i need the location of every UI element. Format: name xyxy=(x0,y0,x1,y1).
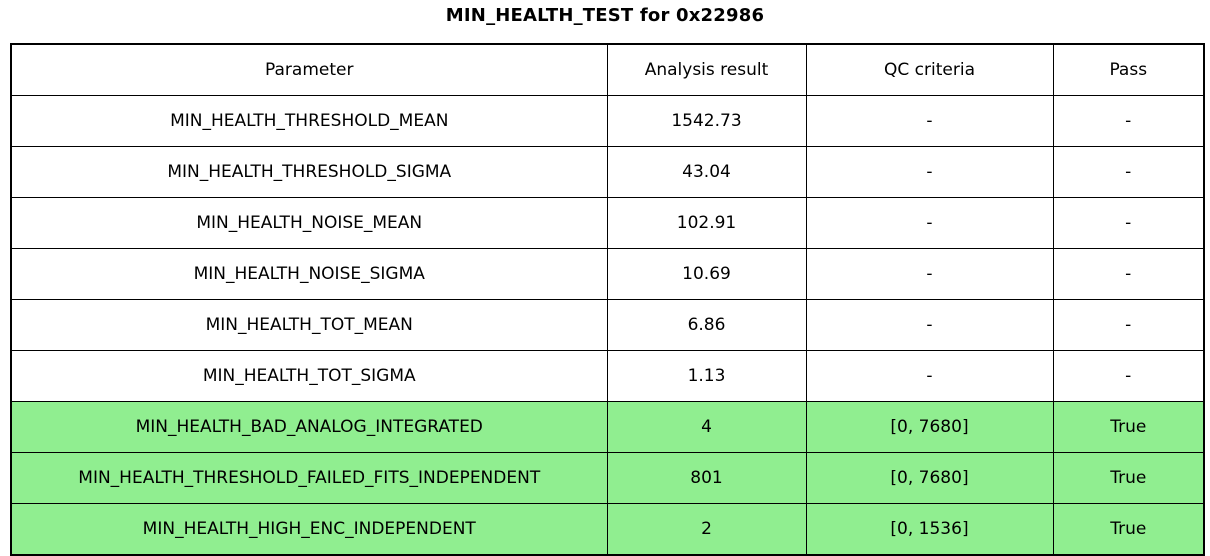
pass-cell: - xyxy=(1052,197,1205,249)
table-row: MIN_HEALTH_THRESHOLD_SIGMA 43.04 - - xyxy=(10,146,1205,198)
parameter-cell: MIN_HEALTH_NOISE_MEAN xyxy=(10,197,608,249)
figure-title: MIN_HEALTH_TEST for 0x22986 xyxy=(445,5,765,26)
qc-criteria-cell: - xyxy=(805,95,1054,147)
table-row: MIN_HEALTH_TOT_MEAN 6.86 - - xyxy=(10,299,1205,351)
column-header-analysis-result: Analysis result xyxy=(606,43,807,96)
pass-cell: True xyxy=(1052,401,1205,453)
qc-criteria-cell: - xyxy=(805,299,1054,351)
pass-cell: True xyxy=(1052,452,1205,504)
table-row: MIN_HEALTH_NOISE_MEAN 102.91 - - xyxy=(10,197,1205,249)
qc-criteria-cell: [0, 1536] xyxy=(805,503,1054,556)
pass-cell: True xyxy=(1052,503,1205,556)
qc-criteria-cell: - xyxy=(805,197,1054,249)
table-row: MIN_HEALTH_TOT_SIGMA 1.13 - - xyxy=(10,350,1205,402)
parameter-cell: MIN_HEALTH_THRESHOLD_MEAN xyxy=(10,95,608,147)
table-row-passed: MIN_HEALTH_THRESHOLD_FAILED_FITS_INDEPEN… xyxy=(10,452,1205,504)
qc-criteria-cell: - xyxy=(805,146,1054,198)
pass-cell: - xyxy=(1052,350,1205,402)
parameter-cell: MIN_HEALTH_TOT_SIGMA xyxy=(10,350,608,402)
table-row: MIN_HEALTH_NOISE_SIGMA 10.69 - - xyxy=(10,248,1205,300)
qc-criteria-cell: - xyxy=(805,350,1054,402)
table-row-passed: MIN_HEALTH_HIGH_ENC_INDEPENDENT 2 [0, 15… xyxy=(10,503,1205,556)
table-row-passed: MIN_HEALTH_BAD_ANALOG_INTEGRATED 4 [0, 7… xyxy=(10,401,1205,453)
qc-results-table: Parameter Analysis result QC criteria Pa… xyxy=(10,43,1205,556)
table-row: MIN_HEALTH_THRESHOLD_MEAN 1542.73 - - xyxy=(10,95,1205,147)
qc-criteria-cell: [0, 7680] xyxy=(805,401,1054,453)
parameter-cell: MIN_HEALTH_HIGH_ENC_INDEPENDENT xyxy=(10,503,608,556)
parameter-cell: MIN_HEALTH_TOT_MEAN xyxy=(10,299,608,351)
column-header-parameter: Parameter xyxy=(10,43,608,96)
result-cell: 801 xyxy=(606,452,807,504)
result-cell: 4 xyxy=(606,401,807,453)
qc-criteria-cell: - xyxy=(805,248,1054,300)
result-cell: 10.69 xyxy=(606,248,807,300)
column-header-pass: Pass xyxy=(1052,43,1205,96)
result-cell: 1542.73 xyxy=(606,95,807,147)
pass-cell: - xyxy=(1052,248,1205,300)
pass-cell: - xyxy=(1052,146,1205,198)
pass-cell: - xyxy=(1052,95,1205,147)
column-header-qc-criteria: QC criteria xyxy=(805,43,1054,96)
result-cell: 102.91 xyxy=(606,197,807,249)
qc-criteria-cell: [0, 7680] xyxy=(805,452,1054,504)
parameter-cell: MIN_HEALTH_NOISE_SIGMA xyxy=(10,248,608,300)
parameter-cell: MIN_HEALTH_THRESHOLD_SIGMA xyxy=(10,146,608,198)
pass-cell: - xyxy=(1052,299,1205,351)
parameter-cell: MIN_HEALTH_THRESHOLD_FAILED_FITS_INDEPEN… xyxy=(10,452,608,504)
result-cell: 6.86 xyxy=(606,299,807,351)
table-header-row: Parameter Analysis result QC criteria Pa… xyxy=(10,43,1205,96)
result-cell: 2 xyxy=(606,503,807,556)
result-cell: 43.04 xyxy=(606,146,807,198)
result-cell: 1.13 xyxy=(606,350,807,402)
parameter-cell: MIN_HEALTH_BAD_ANALOG_INTEGRATED xyxy=(10,401,608,453)
